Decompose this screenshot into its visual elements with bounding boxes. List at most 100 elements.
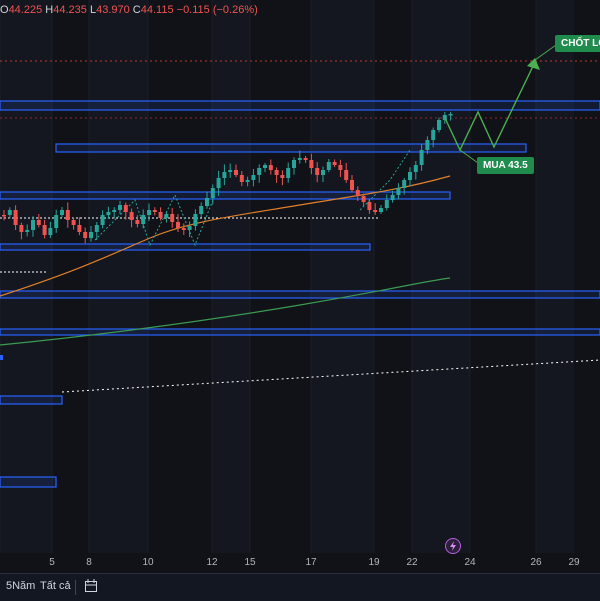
take-profit-label[interactable]: CHỐT LỜ xyxy=(555,35,600,52)
x-tick: 17 xyxy=(305,557,317,568)
x-tick: 22 xyxy=(406,557,418,568)
candle-body xyxy=(199,206,204,214)
candle-body xyxy=(158,212,163,218)
x-tick: 29 xyxy=(568,557,580,568)
x-tick: 19 xyxy=(368,557,380,568)
candle-body xyxy=(239,175,244,182)
candle-body xyxy=(129,212,134,220)
candle-body xyxy=(274,170,279,175)
price-zone xyxy=(55,143,527,153)
range-all-button[interactable]: Tất cả xyxy=(40,580,71,592)
price-zone xyxy=(0,100,600,111)
open-label: O xyxy=(0,4,9,16)
candle-body xyxy=(147,210,151,215)
candle-body xyxy=(263,165,267,168)
x-tick: 8 xyxy=(86,557,92,568)
candle-body xyxy=(2,215,6,217)
candle-body xyxy=(390,195,395,200)
candle-body xyxy=(100,215,105,225)
buy-pointer xyxy=(459,149,479,164)
candle-body xyxy=(141,215,146,224)
candle-body xyxy=(326,162,331,170)
grid-band xyxy=(89,0,148,553)
bottom-toolbar: 5Năm Tất cả xyxy=(0,573,600,601)
candle-body xyxy=(292,160,296,168)
candle-body xyxy=(77,225,82,232)
candle-body xyxy=(338,165,343,170)
candle-body xyxy=(123,205,128,212)
candle-body xyxy=(71,220,76,225)
x-tick: 15 xyxy=(244,557,256,568)
ohlc-legend: O44.225 H44.235 L43.970 C44.115 −0.115 (… xyxy=(0,4,258,16)
candle-body xyxy=(152,210,157,212)
candle-body xyxy=(286,168,291,178)
moving-average-green xyxy=(0,277,451,346)
candle-body xyxy=(31,220,35,230)
candle-body xyxy=(106,212,111,215)
candle-body xyxy=(309,160,314,168)
candle-body xyxy=(379,208,383,212)
grid-band xyxy=(212,0,250,553)
price-zone xyxy=(0,243,371,251)
candle-body xyxy=(112,210,117,212)
candle-body xyxy=(54,215,59,228)
projection-path xyxy=(444,61,536,152)
candle-body xyxy=(268,165,273,170)
close-label: C xyxy=(132,4,141,16)
candle-body xyxy=(210,188,215,198)
candlestick-chart xyxy=(0,0,600,553)
candle-body xyxy=(396,188,401,195)
candle-body xyxy=(89,232,93,238)
buy-label[interactable]: MUA 43.5 xyxy=(477,157,534,174)
candle-body xyxy=(321,170,325,175)
chart-area[interactable]: O44.225 H44.235 L43.970 C44.115 −0.115 (… xyxy=(0,0,600,573)
candle-body xyxy=(384,200,389,208)
toolbar-divider xyxy=(75,580,76,595)
candle-body xyxy=(170,214,175,222)
candles xyxy=(2,111,453,244)
candle-body xyxy=(344,170,349,180)
candle-body xyxy=(228,170,233,172)
candle-body xyxy=(257,168,262,175)
take-profit-pointer xyxy=(534,44,557,61)
support-resistance-zones xyxy=(0,100,600,488)
lightning-icon[interactable] xyxy=(445,538,461,554)
candle-body xyxy=(83,232,88,238)
price-zone xyxy=(0,191,451,200)
candle-body xyxy=(437,120,441,130)
candle-body xyxy=(13,210,18,225)
candle-body xyxy=(402,180,407,188)
price-zone xyxy=(0,328,600,336)
low-value: 43.970 xyxy=(96,4,130,16)
low-label: L xyxy=(89,4,97,16)
candle-body xyxy=(25,230,30,232)
candle-body xyxy=(193,214,198,226)
candle-body xyxy=(48,228,53,235)
candle-body xyxy=(419,150,424,165)
x-tick: 12 xyxy=(206,557,218,568)
grid-band xyxy=(536,0,574,553)
projection-arrow-head xyxy=(527,58,540,70)
candle-body xyxy=(431,130,436,140)
candle-body xyxy=(280,175,285,178)
calendar-range-icon[interactable] xyxy=(84,578,98,597)
candle-body xyxy=(245,180,250,182)
high-value: 44.235 xyxy=(53,4,87,16)
price-zone xyxy=(0,395,63,405)
candle-body xyxy=(425,140,430,150)
price-projection xyxy=(444,44,557,164)
candle-body xyxy=(94,225,99,232)
candle-body xyxy=(65,210,70,220)
change-value: −0.115 (−0.26%) xyxy=(176,4,258,16)
candle-body xyxy=(118,205,122,210)
candle-body xyxy=(36,220,41,225)
candle-body xyxy=(355,190,360,196)
candle-body xyxy=(315,168,320,175)
zone-marker xyxy=(0,355,3,360)
range-5y-button[interactable]: 5Năm xyxy=(6,580,36,592)
candle-body xyxy=(234,170,238,175)
candle-body xyxy=(448,114,453,116)
moving-average-orange xyxy=(0,175,451,297)
high-label: H xyxy=(45,4,54,16)
grid-band xyxy=(0,0,52,553)
